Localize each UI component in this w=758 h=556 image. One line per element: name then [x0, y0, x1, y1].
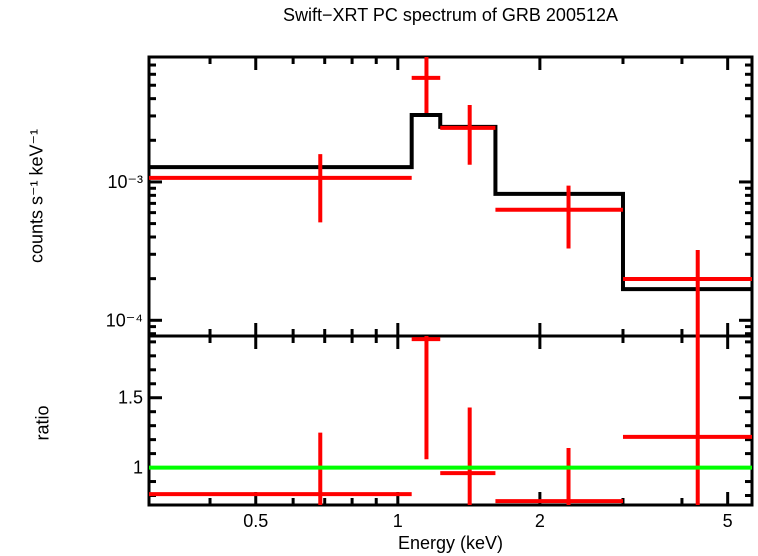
x-tick-label: 5	[723, 511, 733, 531]
model-step-line	[149, 112, 752, 292]
y-tick-label: 1	[133, 458, 143, 478]
x-tick-label: 0.5	[243, 511, 268, 531]
plot-frame-spectrum	[147, 55, 754, 338]
y-tick-label: 10⁻³	[107, 172, 143, 192]
y-axis-label-counts: counts s⁻¹ keV⁻¹	[26, 128, 47, 264]
x-tick-label: 2	[535, 511, 545, 531]
plot-frame-ratio	[147, 334, 754, 507]
chart-title: Swift−XRT PC spectrum of GRB 200512A	[283, 5, 618, 25]
x-axis-label: Energy (keV)	[397, 533, 504, 553]
y-axis-label-ratio: ratio	[32, 405, 53, 441]
y-tick-label: 10⁻⁴	[106, 310, 143, 330]
y-tick-label: 1.5	[118, 388, 143, 408]
x-tick-label: 1	[393, 511, 403, 531]
